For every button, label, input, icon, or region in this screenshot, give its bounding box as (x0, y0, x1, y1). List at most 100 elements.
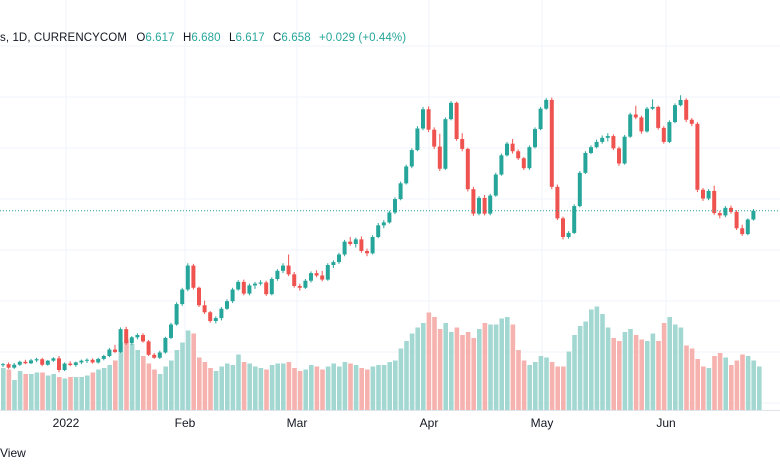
volume-bar (398, 348, 404, 410)
candle-body (493, 174, 498, 196)
candle-body (157, 352, 162, 358)
candle-body (107, 349, 112, 356)
volume-bar (101, 368, 107, 410)
volume-bar (292, 368, 297, 410)
candle-body (85, 359, 89, 361)
volume-bar (538, 356, 544, 410)
volume-bar (90, 372, 96, 410)
volume-bar (443, 323, 448, 410)
candle-body (202, 305, 207, 313)
candle-body (163, 337, 168, 353)
candle-body (152, 354, 157, 358)
candle-body (443, 119, 448, 169)
candle-body (225, 301, 229, 309)
volume-bar (331, 363, 336, 410)
volume-bar (656, 341, 661, 410)
volume-bar (734, 360, 740, 410)
volume-bar (633, 335, 639, 410)
candle-body (465, 148, 470, 190)
candle-body (740, 228, 745, 235)
volume-bar (219, 366, 224, 410)
candle-body (230, 289, 235, 302)
volume-bar (174, 350, 180, 410)
volume-bar (583, 321, 588, 410)
candle-body (90, 359, 95, 363)
volume-bar (482, 323, 488, 410)
candle-body (96, 358, 101, 363)
candle-body (236, 281, 241, 290)
volume-bar (353, 365, 359, 410)
volume-bar (258, 368, 264, 410)
volume-bar (723, 357, 728, 410)
candle-body (510, 143, 515, 152)
candle-body (667, 122, 672, 142)
volume-bar (605, 327, 611, 410)
volume-bar (510, 324, 516, 410)
candle-body (734, 211, 739, 229)
candle-body (253, 283, 257, 286)
candle-body (331, 262, 336, 265)
candle-body (594, 141, 599, 148)
volume-bar (23, 374, 28, 410)
volume-bar (421, 323, 426, 410)
candle-body (437, 146, 442, 169)
candle-body (488, 195, 493, 214)
volume-bar (415, 327, 420, 410)
symbol-label: s, 1D, CURRENCYCOM (0, 32, 128, 44)
candle-body (191, 265, 196, 288)
close-value: 6.658 (281, 32, 311, 44)
volume-bar (628, 329, 633, 410)
volume-bar (437, 329, 443, 410)
volume-bar (40, 372, 45, 410)
volume-bar (678, 327, 684, 410)
volume-bar (706, 368, 712, 410)
candle-body (286, 265, 291, 275)
volume-bar (34, 372, 40, 410)
volume-bar (572, 335, 577, 410)
x-tick-label: 2022 (53, 416, 80, 430)
volume-bar (751, 360, 756, 410)
candle-body (219, 308, 224, 319)
volume-bar (45, 375, 51, 410)
candle-body (505, 143, 509, 156)
candle-body (499, 155, 504, 175)
candle-body (314, 273, 319, 276)
x-tick-label: May (531, 416, 554, 430)
view-label: View (0, 446, 26, 460)
volume-bar (68, 377, 73, 410)
low-value: 6.617 (235, 32, 265, 44)
volume-bar (499, 318, 504, 410)
candle-body (337, 254, 341, 263)
volume-bar (549, 362, 555, 410)
candle-body (180, 289, 185, 305)
volume-bar (12, 380, 17, 410)
volume-bar (124, 339, 129, 410)
volume-bar (717, 353, 723, 410)
volume-bar (62, 378, 68, 410)
volume-bar (208, 368, 213, 410)
candle-body (717, 213, 722, 216)
candle-body (689, 119, 694, 124)
candle-body (723, 207, 728, 216)
candle-body (269, 279, 274, 295)
candle-body (68, 363, 73, 366)
volume-bar (488, 324, 493, 410)
volume-bar (689, 348, 695, 410)
volume-bar (342, 362, 348, 410)
volume-bar (281, 363, 286, 410)
volume-bar (85, 375, 90, 410)
volume-bar (314, 366, 320, 410)
candle-body (62, 363, 67, 370)
candle-body (415, 128, 420, 151)
candle-body (706, 190, 711, 199)
candle-body (421, 109, 425, 129)
volume-bar (611, 338, 616, 410)
candle-body (376, 225, 381, 237)
volume-bar (555, 366, 560, 410)
candle-body (275, 270, 280, 279)
candle-body (135, 335, 140, 338)
candle-body (678, 99, 683, 106)
candle-body (454, 102, 459, 139)
